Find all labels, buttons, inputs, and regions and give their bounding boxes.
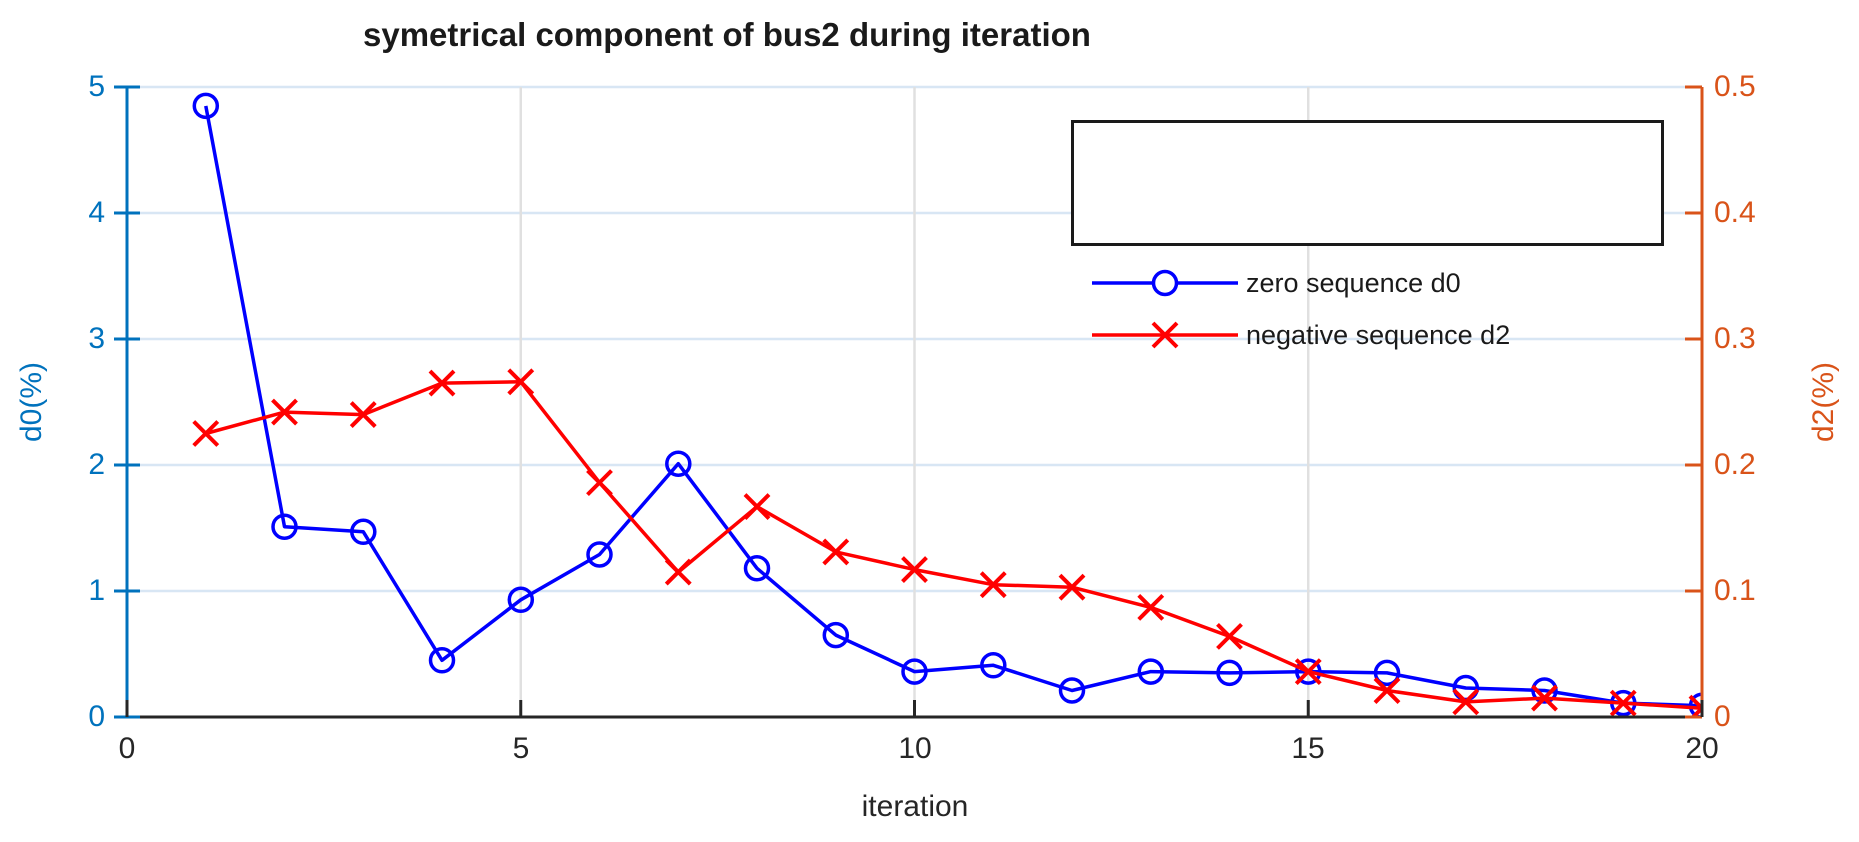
y-right-axis-label: d2(%) [1807, 361, 1840, 443]
y-left-axis-label: d0(%) [15, 361, 48, 443]
y-left-tick-0: 0 [88, 700, 105, 733]
chart-title: symetrical component of bus2 during iter… [363, 16, 1091, 53]
y-right-tick-1: 0.1 [1714, 574, 1756, 607]
legend-label-zero-sequence: zero sequence d0 [1246, 268, 1461, 298]
y-right-tick-2: 0.2 [1714, 448, 1756, 481]
legend-box: zero sequence d0 negative sequence d2 [1071, 120, 1664, 350]
y-left-tick-1: 1 [88, 574, 105, 607]
x-tick-10: 10 [898, 732, 932, 765]
y-left-tick-5: 5 [88, 70, 105, 103]
x-tick-0: 0 [118, 732, 136, 765]
y-left-tick-4: 4 [88, 196, 105, 229]
x-tick-20: 20 [1685, 732, 1719, 765]
legend-swatch-zero-sequence [1092, 269, 1238, 297]
y-right-tick-3: 0.3 [1714, 322, 1756, 355]
y-right-tick-0: 0 [1714, 700, 1731, 733]
y-right-tick-4: 0.4 [1714, 196, 1756, 229]
legend-swatch-negative-sequence [1092, 321, 1238, 349]
x-axis-label: iteration [861, 790, 969, 823]
x-tick-15: 15 [1291, 732, 1325, 765]
y-right-tick-5: 0.5 [1714, 70, 1756, 103]
legend-label-negative-sequence: negative sequence d2 [1246, 320, 1511, 350]
x-tick-5: 5 [512, 732, 530, 765]
y-left-tick-3: 3 [88, 322, 105, 355]
y-left-tick-2: 2 [88, 448, 105, 481]
